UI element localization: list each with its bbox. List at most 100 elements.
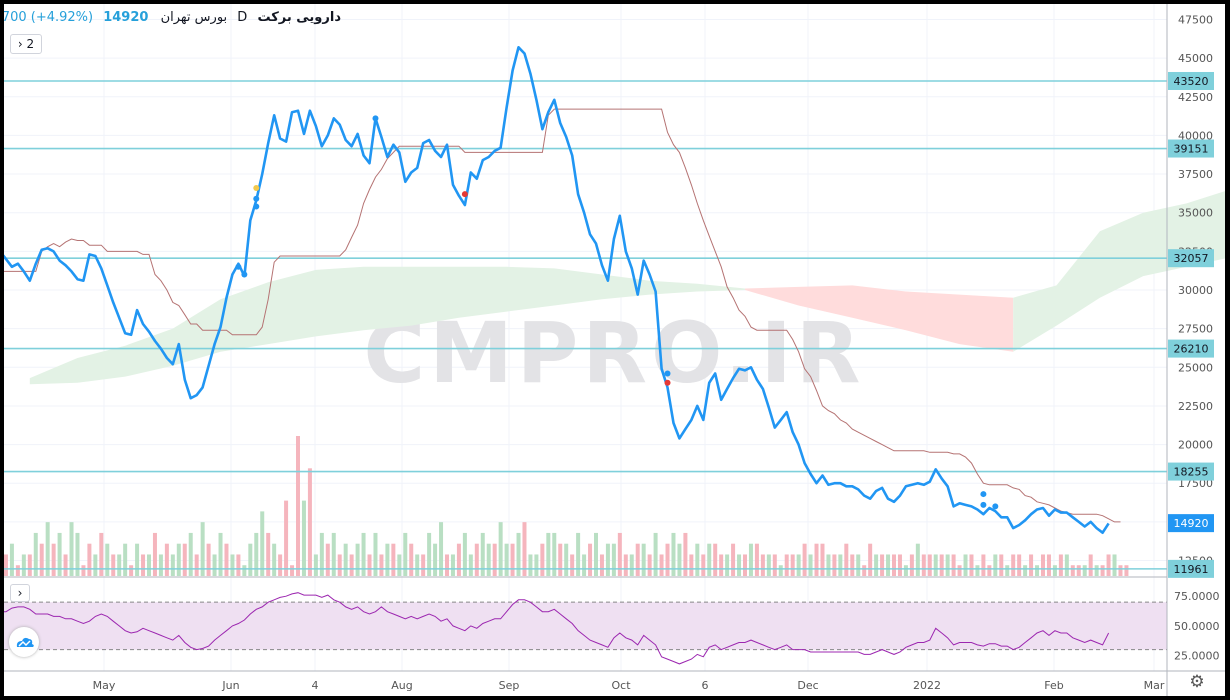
volume-bar [474, 543, 479, 576]
chevron-right-icon: › [17, 586, 23, 600]
signal-marker [980, 491, 987, 498]
collapse-indicators-button[interactable]: › 2 [10, 34, 42, 54]
volume-bar [433, 543, 438, 576]
volume-bar [301, 500, 306, 576]
volume-bar [534, 554, 539, 576]
volume-bar [605, 543, 610, 576]
volume-bar [528, 554, 533, 576]
level-tag [1168, 339, 1214, 358]
volume-bar [1088, 554, 1093, 576]
symbol-name[interactable]: دارویی برکت [257, 10, 341, 25]
volume-bar [975, 565, 980, 576]
volume-bar [725, 554, 730, 576]
volume-bar [868, 543, 873, 576]
volume-bar [307, 468, 312, 576]
ichimoku-cloud [29, 191, 1225, 385]
volume-bar [719, 554, 724, 576]
volume-bar [468, 554, 473, 576]
rsi-collapse-button[interactable]: › [10, 584, 30, 602]
volume-bar [880, 554, 885, 576]
rsi-tick-label: 25.0000 [1174, 650, 1220, 663]
price-tick-label: 40000 [1178, 129, 1213, 142]
volume-bar [665, 543, 670, 576]
signal-marker [664, 379, 671, 386]
volume-bar [1011, 554, 1016, 576]
volume-bar [683, 532, 688, 576]
volume-bar [397, 554, 402, 576]
volume-bar [403, 532, 408, 576]
price-tick-label: 27500 [1178, 323, 1213, 336]
volume-bar [522, 522, 527, 576]
volume-bar [594, 532, 598, 576]
volume-bar [695, 543, 700, 576]
signal-markers [235, 115, 999, 510]
time-tick-label: Dec [797, 679, 818, 692]
volume-bar [296, 436, 300, 576]
volume-bar [599, 554, 604, 576]
volume-bar [862, 565, 867, 576]
volume-bar [1094, 565, 1099, 576]
volume-bar [504, 543, 509, 576]
chevron-right-icon: › [17, 37, 23, 51]
interval-label[interactable]: D [237, 10, 248, 25]
axes: 1250015000175002000022500250002750030000… [4, 4, 1225, 696]
volume-bar [75, 532, 80, 576]
signal-marker [992, 503, 999, 510]
volume-bar [874, 554, 879, 576]
volume-bar [1064, 554, 1069, 576]
signal-marker [235, 263, 242, 270]
price-chart[interactable]: CMPRO.IR 1250015000175002000022500250002… [4, 4, 1225, 696]
volume-bar [1041, 554, 1045, 576]
time-tick-label: May [93, 679, 116, 692]
time-tick-label: 2022 [913, 679, 941, 692]
volume-bar [343, 543, 348, 576]
volume-bar [391, 543, 396, 576]
volume-bar [450, 554, 455, 576]
volume-bar [772, 554, 777, 576]
signal-marker [253, 203, 260, 210]
volume-bar [790, 554, 795, 576]
chart-window: CMPRO.IR 1250015000175002000022500250002… [4, 4, 1225, 696]
rsi-band [4, 602, 1167, 650]
volume-bar [653, 532, 658, 576]
signal-marker [980, 501, 987, 508]
volume-bar [510, 543, 515, 576]
volume-bar [623, 554, 628, 576]
volume-bar [141, 554, 146, 576]
volume-bar [743, 554, 747, 576]
volume-bar [272, 543, 277, 576]
volume-bar [1118, 565, 1123, 576]
last-price-tag-label: 14920 [1174, 517, 1209, 530]
volume-bar [659, 554, 664, 576]
volume-bar [462, 532, 467, 576]
volume-bar [820, 543, 825, 576]
volume-bar [713, 543, 718, 576]
volume-bar [480, 532, 485, 576]
volume-bar [266, 532, 271, 576]
volume-bar [164, 543, 169, 576]
volume-bar [325, 543, 330, 576]
volume-bar [117, 554, 122, 576]
volume-bar [415, 554, 420, 576]
volume-bar [427, 532, 432, 576]
volume-bar [105, 543, 110, 576]
cloud-logo-icon[interactable] [9, 627, 39, 657]
time-tick-label: Aug [391, 679, 412, 692]
volume-bar [1017, 554, 1022, 576]
volume-bar [260, 511, 265, 576]
volume-bar [993, 554, 998, 576]
price-tick-label: 25000 [1178, 361, 1213, 374]
volume-bar [641, 543, 646, 576]
last-price: 14920 [103, 10, 149, 25]
volume-bar [784, 554, 789, 576]
volume-bar [486, 543, 491, 576]
volume-bar [248, 543, 253, 576]
volume-bar [778, 565, 783, 576]
volume-bar [856, 554, 861, 576]
volume-bar [27, 554, 32, 576]
price-tick-label: 35000 [1178, 207, 1213, 220]
gear-icon[interactable]: ⚙ [1189, 672, 1205, 692]
volume-bar [236, 554, 241, 576]
volume-bar [629, 554, 634, 576]
volume-bar [552, 532, 557, 576]
